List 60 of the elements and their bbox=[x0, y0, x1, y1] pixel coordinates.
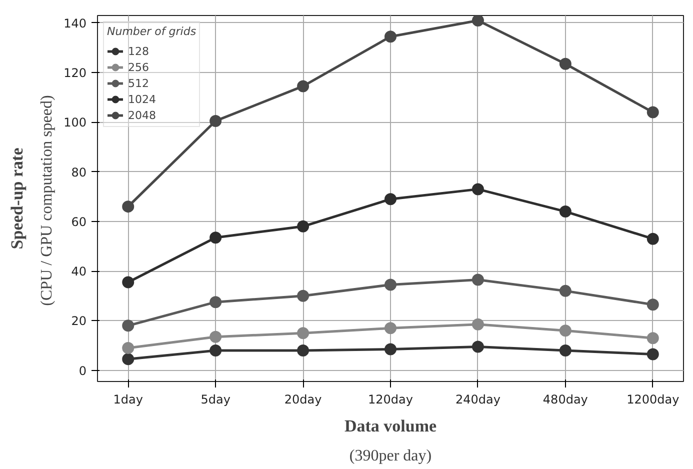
point bbox=[559, 284, 572, 297]
legend-label: 1024 bbox=[128, 92, 156, 107]
point bbox=[122, 353, 134, 366]
legend-label: 256 bbox=[128, 60, 149, 75]
x-tick-label: 120day bbox=[368, 392, 413, 406]
point bbox=[384, 278, 396, 291]
x-axis-title: Data volume bbox=[344, 416, 437, 436]
point bbox=[646, 298, 659, 311]
point bbox=[472, 318, 484, 330]
y-axis-title: Speed-up rate bbox=[8, 147, 26, 250]
y-tick-label: 120 bbox=[64, 66, 86, 80]
y-tick-label: 0 bbox=[78, 364, 87, 378]
x-tick-label: 20day bbox=[284, 392, 322, 406]
point bbox=[384, 322, 396, 334]
point bbox=[297, 344, 310, 356]
x-tick-label: 480day bbox=[542, 392, 588, 406]
x-tick-label: 5day bbox=[200, 392, 230, 406]
text: (390per day) bbox=[349, 448, 432, 464]
point bbox=[384, 343, 396, 356]
y-tick-label: 100 bbox=[64, 116, 86, 130]
point bbox=[472, 16, 484, 26]
point bbox=[472, 340, 484, 353]
point bbox=[559, 206, 572, 218]
point bbox=[472, 183, 484, 196]
y-tick-label: 40 bbox=[71, 264, 87, 279]
legend-label: 2048 bbox=[128, 108, 156, 123]
point bbox=[646, 232, 659, 245]
legend-label: 128 bbox=[128, 44, 149, 59]
point bbox=[210, 330, 222, 343]
y-tick-label: 20 bbox=[71, 314, 87, 328]
point bbox=[559, 58, 572, 70]
point bbox=[559, 324, 572, 337]
point bbox=[297, 290, 310, 302]
point bbox=[646, 348, 659, 360]
legend-label: 512 bbox=[128, 76, 149, 91]
y-tick-label: 80 bbox=[71, 165, 87, 180]
legend-title: Number of grids bbox=[107, 25, 196, 38]
point bbox=[297, 220, 310, 232]
point bbox=[122, 200, 134, 213]
x-tick-label: 1200day bbox=[626, 392, 680, 406]
point bbox=[646, 106, 659, 118]
point bbox=[210, 344, 222, 356]
x-tick-label: 1day bbox=[113, 392, 143, 406]
point bbox=[297, 327, 310, 340]
point bbox=[472, 274, 484, 286]
point bbox=[210, 114, 222, 127]
point bbox=[297, 80, 310, 92]
point bbox=[559, 344, 572, 356]
y-tick-label: 60 bbox=[71, 214, 87, 229]
point bbox=[122, 342, 134, 354]
text: (CPU / GPU computation speed) bbox=[38, 95, 56, 306]
point bbox=[384, 193, 396, 206]
point bbox=[122, 276, 134, 288]
x-tick-label: 240day bbox=[455, 392, 500, 406]
point bbox=[122, 320, 134, 332]
point bbox=[210, 232, 222, 244]
point bbox=[646, 332, 659, 344]
y-tick-label: 140 bbox=[64, 16, 86, 30]
point bbox=[384, 30, 396, 43]
point bbox=[210, 296, 222, 308]
